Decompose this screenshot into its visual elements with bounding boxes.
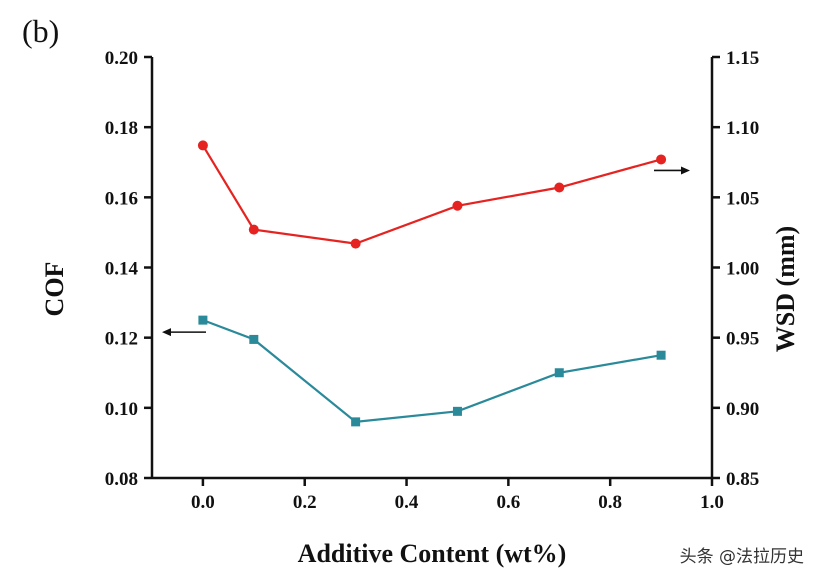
right-tick-label: 0.90 [726, 399, 759, 420]
plot-area: 0.08 0.10 0.12 0.14 0.16 0.18 0.20 0.85 0.90 0.95… [105, 48, 760, 513]
right-axis-arrowhead [681, 166, 690, 175]
wsd-series-line [201, 144, 662, 245]
right-tick-label: 1.15 [726, 48, 759, 69]
wsd-data-point [197, 140, 208, 151]
wsd-data-point [350, 238, 361, 249]
cof-data-point [351, 417, 361, 427]
wsd-data-point [656, 154, 667, 165]
panel-label: (b) [22, 13, 59, 49]
left-tick-label: 0.08 [105, 469, 138, 490]
left-tick-label: 0.10 [105, 399, 138, 420]
left-axis-arrowhead [162, 328, 171, 337]
cof-data-point [554, 368, 564, 378]
x-tick-label: 0.8 [598, 492, 622, 513]
left-tick-label: 0.12 [105, 329, 138, 350]
x-tick-label: 0.2 [293, 492, 317, 513]
wsd-data-point [452, 200, 463, 211]
cof-data-point [452, 406, 462, 416]
right-tick-label: 1.05 [726, 188, 759, 209]
x-tick-label: 1.0 [700, 492, 724, 513]
right-tick-label: 1.10 [726, 118, 759, 139]
x-tick-label: 0.0 [191, 492, 215, 513]
wsd-data-point [554, 182, 565, 193]
left-tick-label: 0.14 [105, 259, 139, 280]
x-tick-label: 0.4 [395, 492, 419, 513]
left-tick-label: 0.20 [105, 48, 138, 69]
right-axis-title: WSD (mm) [771, 226, 800, 352]
watermark: 头条 @法拉历史 [680, 547, 804, 567]
x-axis-title: Additive Content (wt%) [298, 539, 567, 568]
right-tick-label: 0.85 [726, 469, 759, 490]
cof-series-line [202, 319, 662, 424]
cof-data-point [656, 350, 666, 360]
x-tick-label: 0.6 [496, 492, 520, 513]
right-tick-label: 0.95 [726, 329, 759, 350]
wsd-data-point [248, 224, 259, 235]
right-tick-label: 1.00 [726, 259, 759, 280]
cof-data-point [249, 334, 259, 344]
left-axis-title: COF [40, 262, 69, 317]
cof-data-point [198, 315, 208, 325]
left-tick-label: 0.16 [105, 188, 138, 209]
left-tick-label: 0.18 [105, 118, 138, 139]
